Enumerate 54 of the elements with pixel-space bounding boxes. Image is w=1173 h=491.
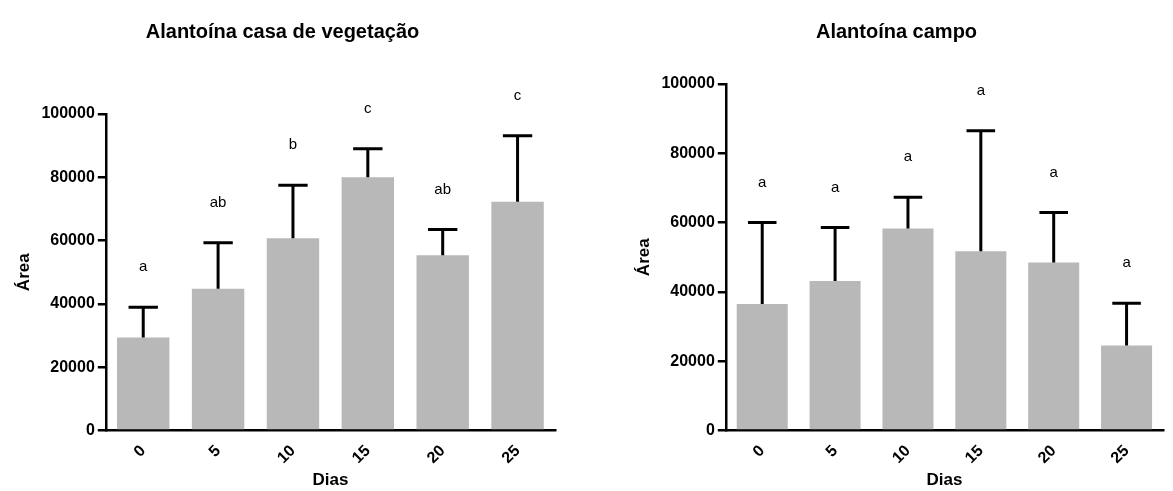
- bar: [341, 177, 395, 430]
- x-tick-label: 10: [273, 441, 299, 467]
- annotation: a: [830, 177, 840, 195]
- bar: [1028, 262, 1080, 430]
- x-tick-label: 20: [1034, 441, 1060, 467]
- y-tick-label: 80000: [50, 167, 95, 185]
- annotation: a: [1122, 253, 1132, 271]
- x-tick-label: 5: [822, 441, 841, 460]
- y-tick-label: 100000: [41, 104, 95, 122]
- chart-title: Alantoína casa de vegetação: [145, 19, 420, 42]
- y-axis-title: Área: [633, 237, 653, 277]
- x-tick-label: 25: [498, 441, 523, 467]
- bar: [809, 281, 861, 430]
- x-tick-label: 0: [749, 441, 768, 460]
- x-tick-label: 0: [130, 441, 149, 460]
- y-tick-label: 60000: [50, 230, 95, 248]
- text: c: [513, 85, 522, 103]
- y-tick-label: 20000: [670, 351, 715, 369]
- y-tick-label: 60000: [670, 212, 715, 230]
- annotation: a: [758, 172, 768, 190]
- chart-title: Alantoína campo: [815, 19, 978, 42]
- x-tick-label: 10: [888, 441, 914, 467]
- annotation: ab: [209, 192, 227, 210]
- annotation: a: [903, 147, 913, 165]
- bar: [191, 288, 245, 430]
- bar: [416, 255, 469, 430]
- bar: [1101, 345, 1153, 430]
- y-tick-label: 0: [85, 420, 95, 438]
- y-tick-label: 0: [705, 420, 715, 438]
- y-tick-label: 40000: [50, 294, 95, 312]
- x-axis-title: Dias: [312, 470, 349, 490]
- annotation: a: [1049, 162, 1059, 180]
- x-tick-label: 25: [1107, 441, 1132, 467]
- annotation: ab: [434, 179, 452, 197]
- annotation: a: [976, 80, 986, 98]
- y-tick-label: 20000: [50, 357, 95, 375]
- annotation: a: [139, 257, 149, 275]
- x-tick-label: 15: [348, 441, 374, 467]
- annotation: b: [288, 135, 298, 153]
- bar: [266, 238, 320, 430]
- y-axis-title: Área: [13, 252, 33, 292]
- x-tick-label: 20: [423, 441, 449, 467]
- bar: [882, 228, 934, 430]
- x-tick-label: 15: [961, 441, 987, 467]
- x-axis-title: Dias: [926, 470, 963, 490]
- bar: [117, 337, 170, 430]
- y-tick-label: 40000: [670, 282, 715, 300]
- x-tick-label: 5: [205, 441, 224, 460]
- y-tick-label: 80000: [670, 143, 715, 161]
- bar: [736, 303, 788, 430]
- bar: [955, 251, 1007, 430]
- annotation: c: [364, 98, 373, 116]
- bar: [491, 201, 544, 430]
- y-tick-label: 100000: [661, 74, 715, 92]
